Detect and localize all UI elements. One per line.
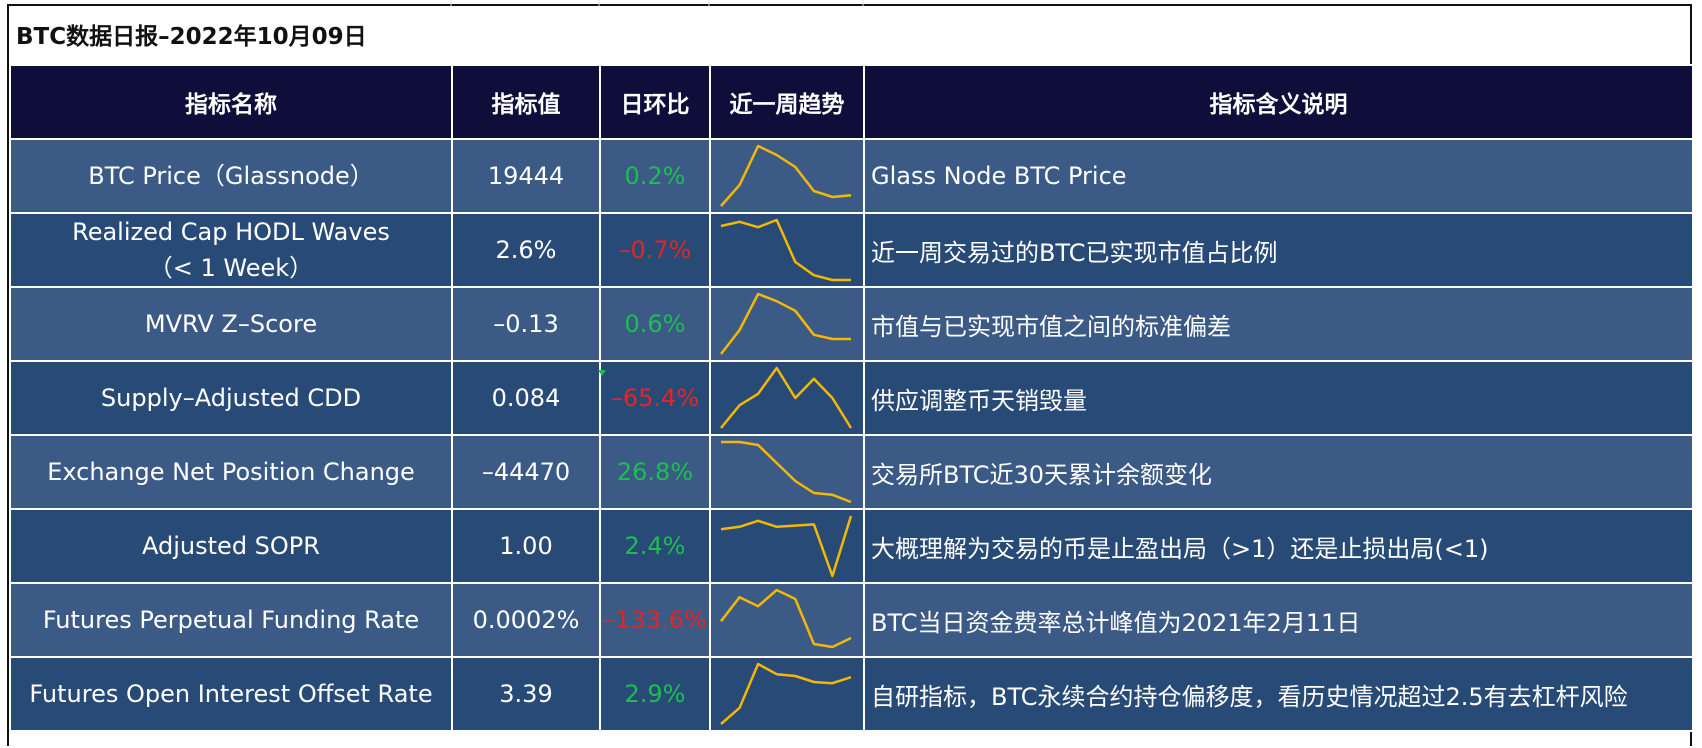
- metric-name: MVRV Z–Score: [9, 286, 453, 362]
- table-row: Exchange Net Position Change –44470 26.8…: [9, 434, 1694, 510]
- day-change: 0.6%: [599, 286, 711, 362]
- sparkline-line: [720, 366, 853, 429]
- header-description: 指标含义说明: [863, 64, 1694, 140]
- sparkline: [720, 515, 853, 578]
- trend-cell: [709, 138, 865, 214]
- day-change: 2.4%: [599, 508, 711, 584]
- metric-value: 0.084: [451, 360, 601, 436]
- table-row: BTC Price（Glassnode） 19444 0.2% Glass No…: [9, 138, 1694, 214]
- trend-cell: [709, 434, 865, 510]
- sparkline: [720, 366, 853, 429]
- report-title: BTC数据日报–2022年10月09日: [16, 24, 367, 50]
- header-weekly-trend: 近一周趋势: [709, 64, 865, 140]
- header-metric-value: 指标值: [451, 64, 601, 140]
- sparkline-line: [720, 144, 852, 207]
- metric-name: Futures Open Interest Offset Rate: [9, 656, 453, 732]
- day-change: 26.8%: [599, 434, 711, 510]
- header-day-change: 日环比: [599, 64, 711, 140]
- metric-name: Realized Cap HODL Waves （< 1 Week）: [9, 212, 453, 288]
- cell-comment-marker: [598, 370, 606, 376]
- metric-description: 大概理解为交易的币是止盈出局（>1）还是止损出局(<1): [863, 508, 1694, 584]
- table-row: Realized Cap HODL Waves （< 1 Week） 2.6% …: [9, 212, 1694, 288]
- metric-name: Futures Perpetual Funding Rate: [9, 582, 453, 658]
- table-row: Adjusted SOPR 1.00 2.4% 大概理解为交易的币是止盈出局（>…: [9, 508, 1694, 584]
- sparkline: [720, 662, 852, 725]
- metrics-table: 指标名称 指标值 日环比 近一周趋势 指标含义说明 BTC Price（Glas…: [9, 64, 1694, 732]
- header-metric-name: 指标名称: [9, 64, 453, 140]
- metric-description: 市值与已实现市值之间的标准偏差: [863, 286, 1694, 362]
- metric-name: Adjusted SOPR: [9, 508, 453, 584]
- metric-description: Glass Node BTC Price: [863, 138, 1694, 214]
- table-row: Futures Perpetual Funding Rate 0.0002% –…: [9, 582, 1694, 658]
- trend-cell: [709, 360, 865, 436]
- sparkline: [720, 292, 851, 355]
- metric-description: BTC当日资金费率总计峰值为2021年2月11日: [863, 582, 1694, 658]
- metric-description: 近一周交易过的BTC已实现市值占比例: [863, 212, 1694, 288]
- metric-value: 2.6%: [451, 212, 601, 288]
- trend-cell: [709, 582, 865, 658]
- metric-value: –44470: [451, 434, 601, 510]
- header-row: 指标名称 指标值 日环比 近一周趋势 指标含义说明: [9, 64, 1694, 140]
- day-change: –0.7%: [599, 212, 711, 288]
- metric-name: Exchange Net Position Change: [9, 434, 453, 510]
- metric-description: 供应调整币天销毁量: [863, 360, 1694, 436]
- spreadsheet-gridlines: [450, 0, 864, 6]
- metric-description: 自研指标，BTC永续合约持仓偏移度，看历史情况超过2.5有去杠杆风险: [863, 656, 1694, 732]
- sparkline: [721, 440, 852, 504]
- table-row: Supply–Adjusted CDD 0.084 –65.4% 供应调整币天销…: [9, 360, 1694, 436]
- sparkline: [720, 144, 852, 207]
- day-change: –65.4%: [599, 360, 711, 436]
- sparkline-line: [720, 515, 853, 578]
- day-change: 2.9%: [599, 656, 711, 732]
- trend-cell: [709, 656, 865, 732]
- sparkline-line: [721, 440, 852, 504]
- metric-value: 3.39: [451, 656, 601, 732]
- metric-value: 0.0002%: [451, 582, 601, 658]
- sparkline: [720, 588, 852, 649]
- metric-value: 19444: [451, 138, 601, 214]
- metric-description: 交易所BTC近30天累计余额变化: [863, 434, 1694, 510]
- sparkline-line: [720, 218, 851, 282]
- metric-value: –0.13: [451, 286, 601, 362]
- metric-name-line: Realized Cap HODL Waves: [72, 218, 390, 246]
- table-row: MVRV Z–Score –0.13 0.6% 市值与已实现市值之间的标准偏差: [9, 286, 1694, 362]
- sparkline-line: [720, 588, 852, 649]
- table-row: Futures Open Interest Offset Rate 3.39 2…: [9, 656, 1694, 732]
- day-change: 0.2%: [599, 138, 711, 214]
- metric-value: 1.00: [451, 508, 601, 584]
- metric-name: Supply–Adjusted CDD: [9, 360, 453, 436]
- sparkline: [720, 218, 851, 282]
- day-change: –133.6%: [599, 582, 711, 658]
- sparkline-line: [720, 292, 851, 355]
- sparkline-line: [720, 662, 852, 725]
- trend-cell: [709, 212, 865, 288]
- trend-cell: [709, 508, 865, 584]
- metric-name-line: （< 1 Week）: [148, 254, 314, 282]
- metric-name: BTC Price（Glassnode）: [9, 138, 453, 214]
- trend-cell: [709, 286, 865, 362]
